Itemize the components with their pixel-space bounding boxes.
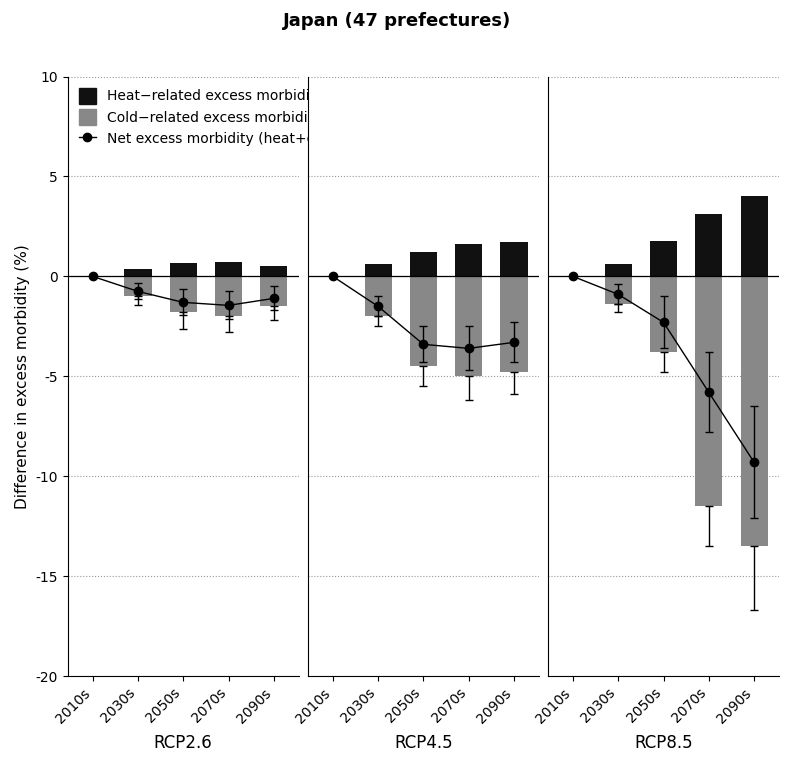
Bar (260, 276, 287, 306)
Bar (741, 196, 768, 276)
Bar (650, 242, 677, 276)
Bar (455, 245, 482, 276)
Y-axis label: Difference in excess morbidity (%): Difference in excess morbidity (%) (15, 244, 30, 509)
Bar (410, 276, 437, 367)
Bar (605, 265, 632, 276)
X-axis label: RCP8.5: RCP8.5 (634, 734, 693, 752)
Bar (125, 269, 152, 276)
Bar (364, 276, 391, 316)
Text: Japan (47 prefectures): Japan (47 prefectures) (283, 12, 511, 29)
Bar (364, 265, 391, 276)
X-axis label: RCP4.5: RCP4.5 (394, 734, 453, 752)
Bar (410, 252, 437, 276)
Bar (741, 276, 768, 546)
Bar (650, 276, 677, 352)
Bar (605, 276, 632, 304)
Bar (696, 215, 723, 276)
X-axis label: RCP2.6: RCP2.6 (154, 734, 213, 752)
Bar (260, 266, 287, 276)
Legend: Heat−related excess morbidity, Cold−related excess morbidity, Net excess morbidi: Heat−related excess morbidity, Cold−rela… (75, 84, 345, 151)
Bar (215, 276, 242, 316)
Bar (500, 242, 527, 276)
Bar (455, 276, 482, 377)
Bar (215, 262, 242, 276)
Bar (170, 263, 197, 276)
Bar (170, 276, 197, 312)
Bar (696, 276, 723, 506)
Bar (500, 276, 527, 372)
Bar (125, 276, 152, 296)
